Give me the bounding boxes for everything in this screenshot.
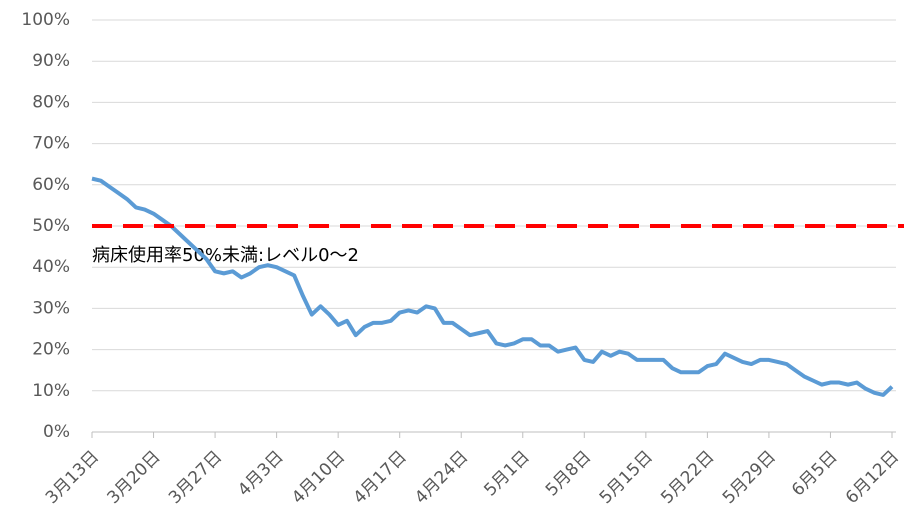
x-tick-label: 4月10日 bbox=[288, 447, 349, 508]
y-tick-label: 70% bbox=[32, 134, 70, 154]
x-tick-label: 5月8日 bbox=[542, 447, 595, 500]
y-tick-label: 0% bbox=[43, 422, 70, 442]
x-tick-label: 5月29日 bbox=[719, 447, 780, 508]
x-tick-label: 4月3日 bbox=[234, 447, 287, 500]
y-tick-label: 80% bbox=[32, 92, 70, 112]
x-tick-label: 5月1日 bbox=[480, 447, 533, 500]
y-tick-label: 90% bbox=[32, 51, 70, 71]
x-tick-label: 5月22日 bbox=[657, 447, 718, 508]
y-tick-label: 60% bbox=[32, 175, 70, 195]
data-line bbox=[91, 176, 894, 397]
x-tick-label: 6月12日 bbox=[842, 447, 903, 508]
reference-label: 病床使用率50%未満:レベル0～2 bbox=[92, 245, 359, 266]
y-tick-label: 100% bbox=[21, 10, 70, 30]
x-tick-label: 4月24日 bbox=[411, 447, 472, 508]
x-tick-label: 3月20日 bbox=[103, 447, 164, 508]
y-tick-label: 20% bbox=[32, 340, 70, 360]
x-tick-label: 3月27日 bbox=[165, 447, 226, 508]
x-tick-label: 5月15日 bbox=[596, 447, 657, 508]
y-tick-label: 40% bbox=[32, 257, 70, 277]
x-tick-label: 4月17日 bbox=[350, 447, 411, 508]
y-tick-label: 50% bbox=[32, 216, 70, 236]
x-tick-label: 6月5日 bbox=[788, 447, 841, 500]
y-tick-label: 10% bbox=[32, 381, 70, 401]
x-tick-label: 3月13日 bbox=[42, 447, 103, 508]
y-tick-label: 30% bbox=[32, 298, 70, 318]
